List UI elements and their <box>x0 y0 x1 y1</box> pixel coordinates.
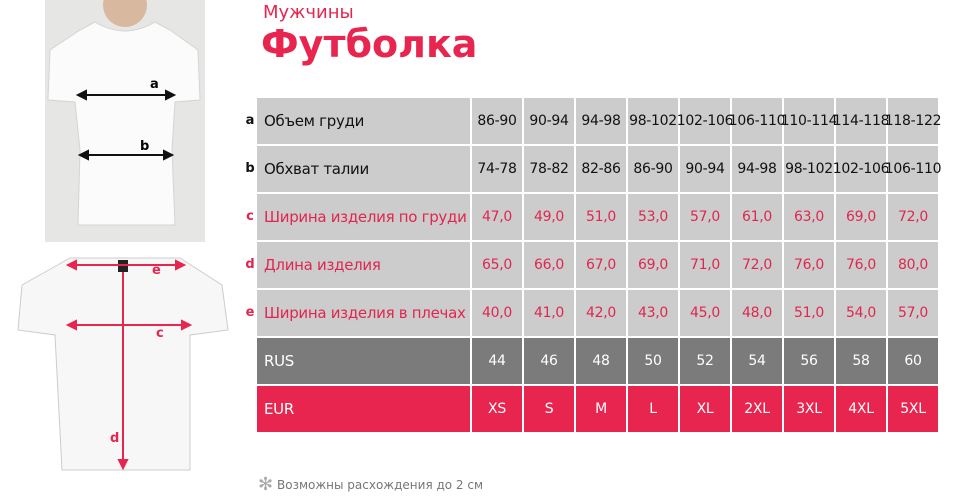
cell-value: 86-90 <box>628 146 678 192</box>
figure-label: b <box>140 139 149 154</box>
cell-value: L <box>628 386 678 432</box>
cell-value: 65,0 <box>472 242 522 288</box>
cell-value: 71,0 <box>680 242 730 288</box>
row-marker: c <box>246 209 254 224</box>
cell-value: 67,0 <box>576 242 626 288</box>
cell-value: 102-106 <box>833 146 890 192</box>
cell-value: 51,0 <box>576 194 626 240</box>
cell-value: 60 <box>888 338 938 384</box>
cell-value: 72,0 <box>732 242 782 288</box>
cell-value: 42,0 <box>576 290 626 336</box>
cell-value: 106-110 <box>885 146 942 192</box>
cell-value: 98-102 <box>628 98 678 144</box>
cell-value: 63,0 <box>784 194 834 240</box>
cell-value: 61,0 <box>732 194 782 240</box>
figure-label: c <box>156 326 164 341</box>
cell-value: 58 <box>836 338 886 384</box>
cell-value: 90-94 <box>680 146 730 192</box>
cell-value: 2XL <box>732 386 782 432</box>
cell-value: 72,0 <box>888 194 938 240</box>
cell-value: 76,0 <box>836 242 886 288</box>
cell-value: 102-106 <box>677 98 734 144</box>
cell-value: S <box>524 386 574 432</box>
head <box>103 0 147 27</box>
cell-value: 44 <box>472 338 522 384</box>
cell-value: XS <box>472 386 522 432</box>
cell-value: 82-86 <box>576 146 626 192</box>
row-label: RUS <box>257 338 470 384</box>
cell-value: 54,0 <box>836 290 886 336</box>
cell-value: 94-98 <box>732 146 782 192</box>
cell-value: XL <box>680 386 730 432</box>
cell-value: 51,0 <box>784 290 834 336</box>
cell-value: 48 <box>576 338 626 384</box>
figure-label: e <box>152 263 161 278</box>
row-label: Длина изделия <box>257 242 470 288</box>
cell-value: 94-98 <box>576 98 626 144</box>
cell-value: 43,0 <box>628 290 678 336</box>
row-marker: b <box>245 161 255 176</box>
cell-value: 56 <box>784 338 834 384</box>
footnote: Возможны расхождения до 2 см <box>277 478 484 492</box>
row-marker: d <box>245 257 255 272</box>
row-marker: a <box>245 113 255 128</box>
cell-value: 49,0 <box>524 194 574 240</box>
cell-value: 98-102 <box>784 146 834 192</box>
cell-value: 80,0 <box>888 242 938 288</box>
cell-value: 106-110 <box>729 98 786 144</box>
cell-value: 69,0 <box>836 194 886 240</box>
row-marker: e <box>245 305 255 320</box>
cell-value: 52 <box>680 338 730 384</box>
subtitle: Мужчины <box>263 2 354 23</box>
cell-value: 47,0 <box>472 194 522 240</box>
cell-value: 66,0 <box>524 242 574 288</box>
row-label: Обхват талии <box>257 146 470 192</box>
cell-value: 74-78 <box>472 146 522 192</box>
row-label: EUR <box>257 386 470 432</box>
row-label: Ширина изделия по груди <box>257 194 470 240</box>
cell-value: M <box>576 386 626 432</box>
title: Футболка <box>261 22 478 66</box>
cell-value: 76,0 <box>784 242 834 288</box>
cell-value: 78-82 <box>524 146 574 192</box>
figures: a b e c d <box>17 0 229 471</box>
front-arrows <box>75 89 177 161</box>
cell-value: 86-90 <box>472 98 522 144</box>
back-arrows <box>65 259 193 471</box>
cell-value: 57,0 <box>680 194 730 240</box>
cell-value: 40,0 <box>472 290 522 336</box>
cell-value: 46 <box>524 338 574 384</box>
asterisk-icon: ✻ <box>258 474 274 495</box>
cell-value: 69,0 <box>628 242 678 288</box>
row-label: Ширина изделия в плечах <box>257 290 470 336</box>
cell-value: 57,0 <box>888 290 938 336</box>
cell-value: 50 <box>628 338 678 384</box>
cell-value: 110-114 <box>781 98 838 144</box>
cell-value: 118-122 <box>885 98 942 144</box>
cell-value: 54 <box>732 338 782 384</box>
cell-value: 41,0 <box>524 290 574 336</box>
row-label: Объем груди <box>257 98 470 144</box>
cell-value: 53,0 <box>628 194 678 240</box>
cell-value: 45,0 <box>680 290 730 336</box>
cell-value: 5XL <box>888 386 938 432</box>
cell-value: 4XL <box>836 386 886 432</box>
figure-label: a <box>150 77 159 92</box>
tshirt-front <box>47 21 201 226</box>
cell-value: 90-94 <box>524 98 574 144</box>
cell-value: 48,0 <box>732 290 782 336</box>
figure-label: d <box>110 431 119 446</box>
cell-value: 3XL <box>784 386 834 432</box>
cell-value: 114-118 <box>833 98 890 144</box>
